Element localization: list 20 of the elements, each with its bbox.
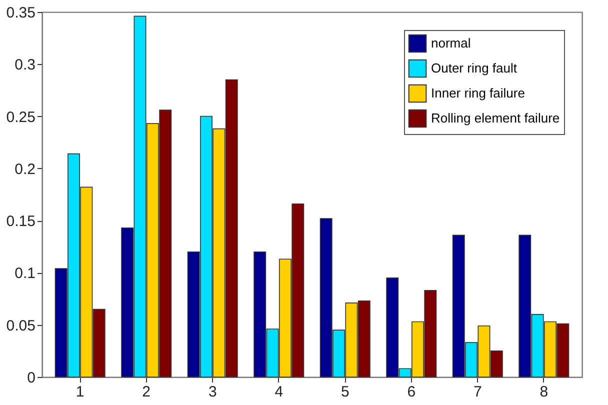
y-tick-label: 0.3 xyxy=(14,56,36,74)
x-tick-label: 2 xyxy=(142,384,151,400)
x-tick-label: 8 xyxy=(540,384,548,400)
x-tick-label: 7 xyxy=(473,384,482,400)
legend-label: Outer ring fault xyxy=(431,60,518,76)
legend-label: normal xyxy=(431,36,471,50)
y-tick-label: 0 xyxy=(27,370,36,386)
legend-label: Inner ring failure xyxy=(431,86,525,100)
x-tick-label: 4 xyxy=(274,384,284,400)
x-tick-label: 6 xyxy=(407,384,416,400)
x-tick-label: 5 xyxy=(340,384,350,400)
x-tick-label: 3 xyxy=(208,384,217,400)
y-tick-label: 0.1 xyxy=(14,265,36,282)
y-tick-label: 0.2 xyxy=(14,160,36,178)
legend-label: Rolling element failure xyxy=(431,110,560,126)
y-tick-label: 0.25 xyxy=(6,108,36,126)
y-tick-label: 0.05 xyxy=(6,317,36,334)
y-tick-label: 0.15 xyxy=(6,213,36,230)
x-tick-label: 1 xyxy=(76,384,84,400)
y-tick-label: 0.35 xyxy=(6,4,36,22)
